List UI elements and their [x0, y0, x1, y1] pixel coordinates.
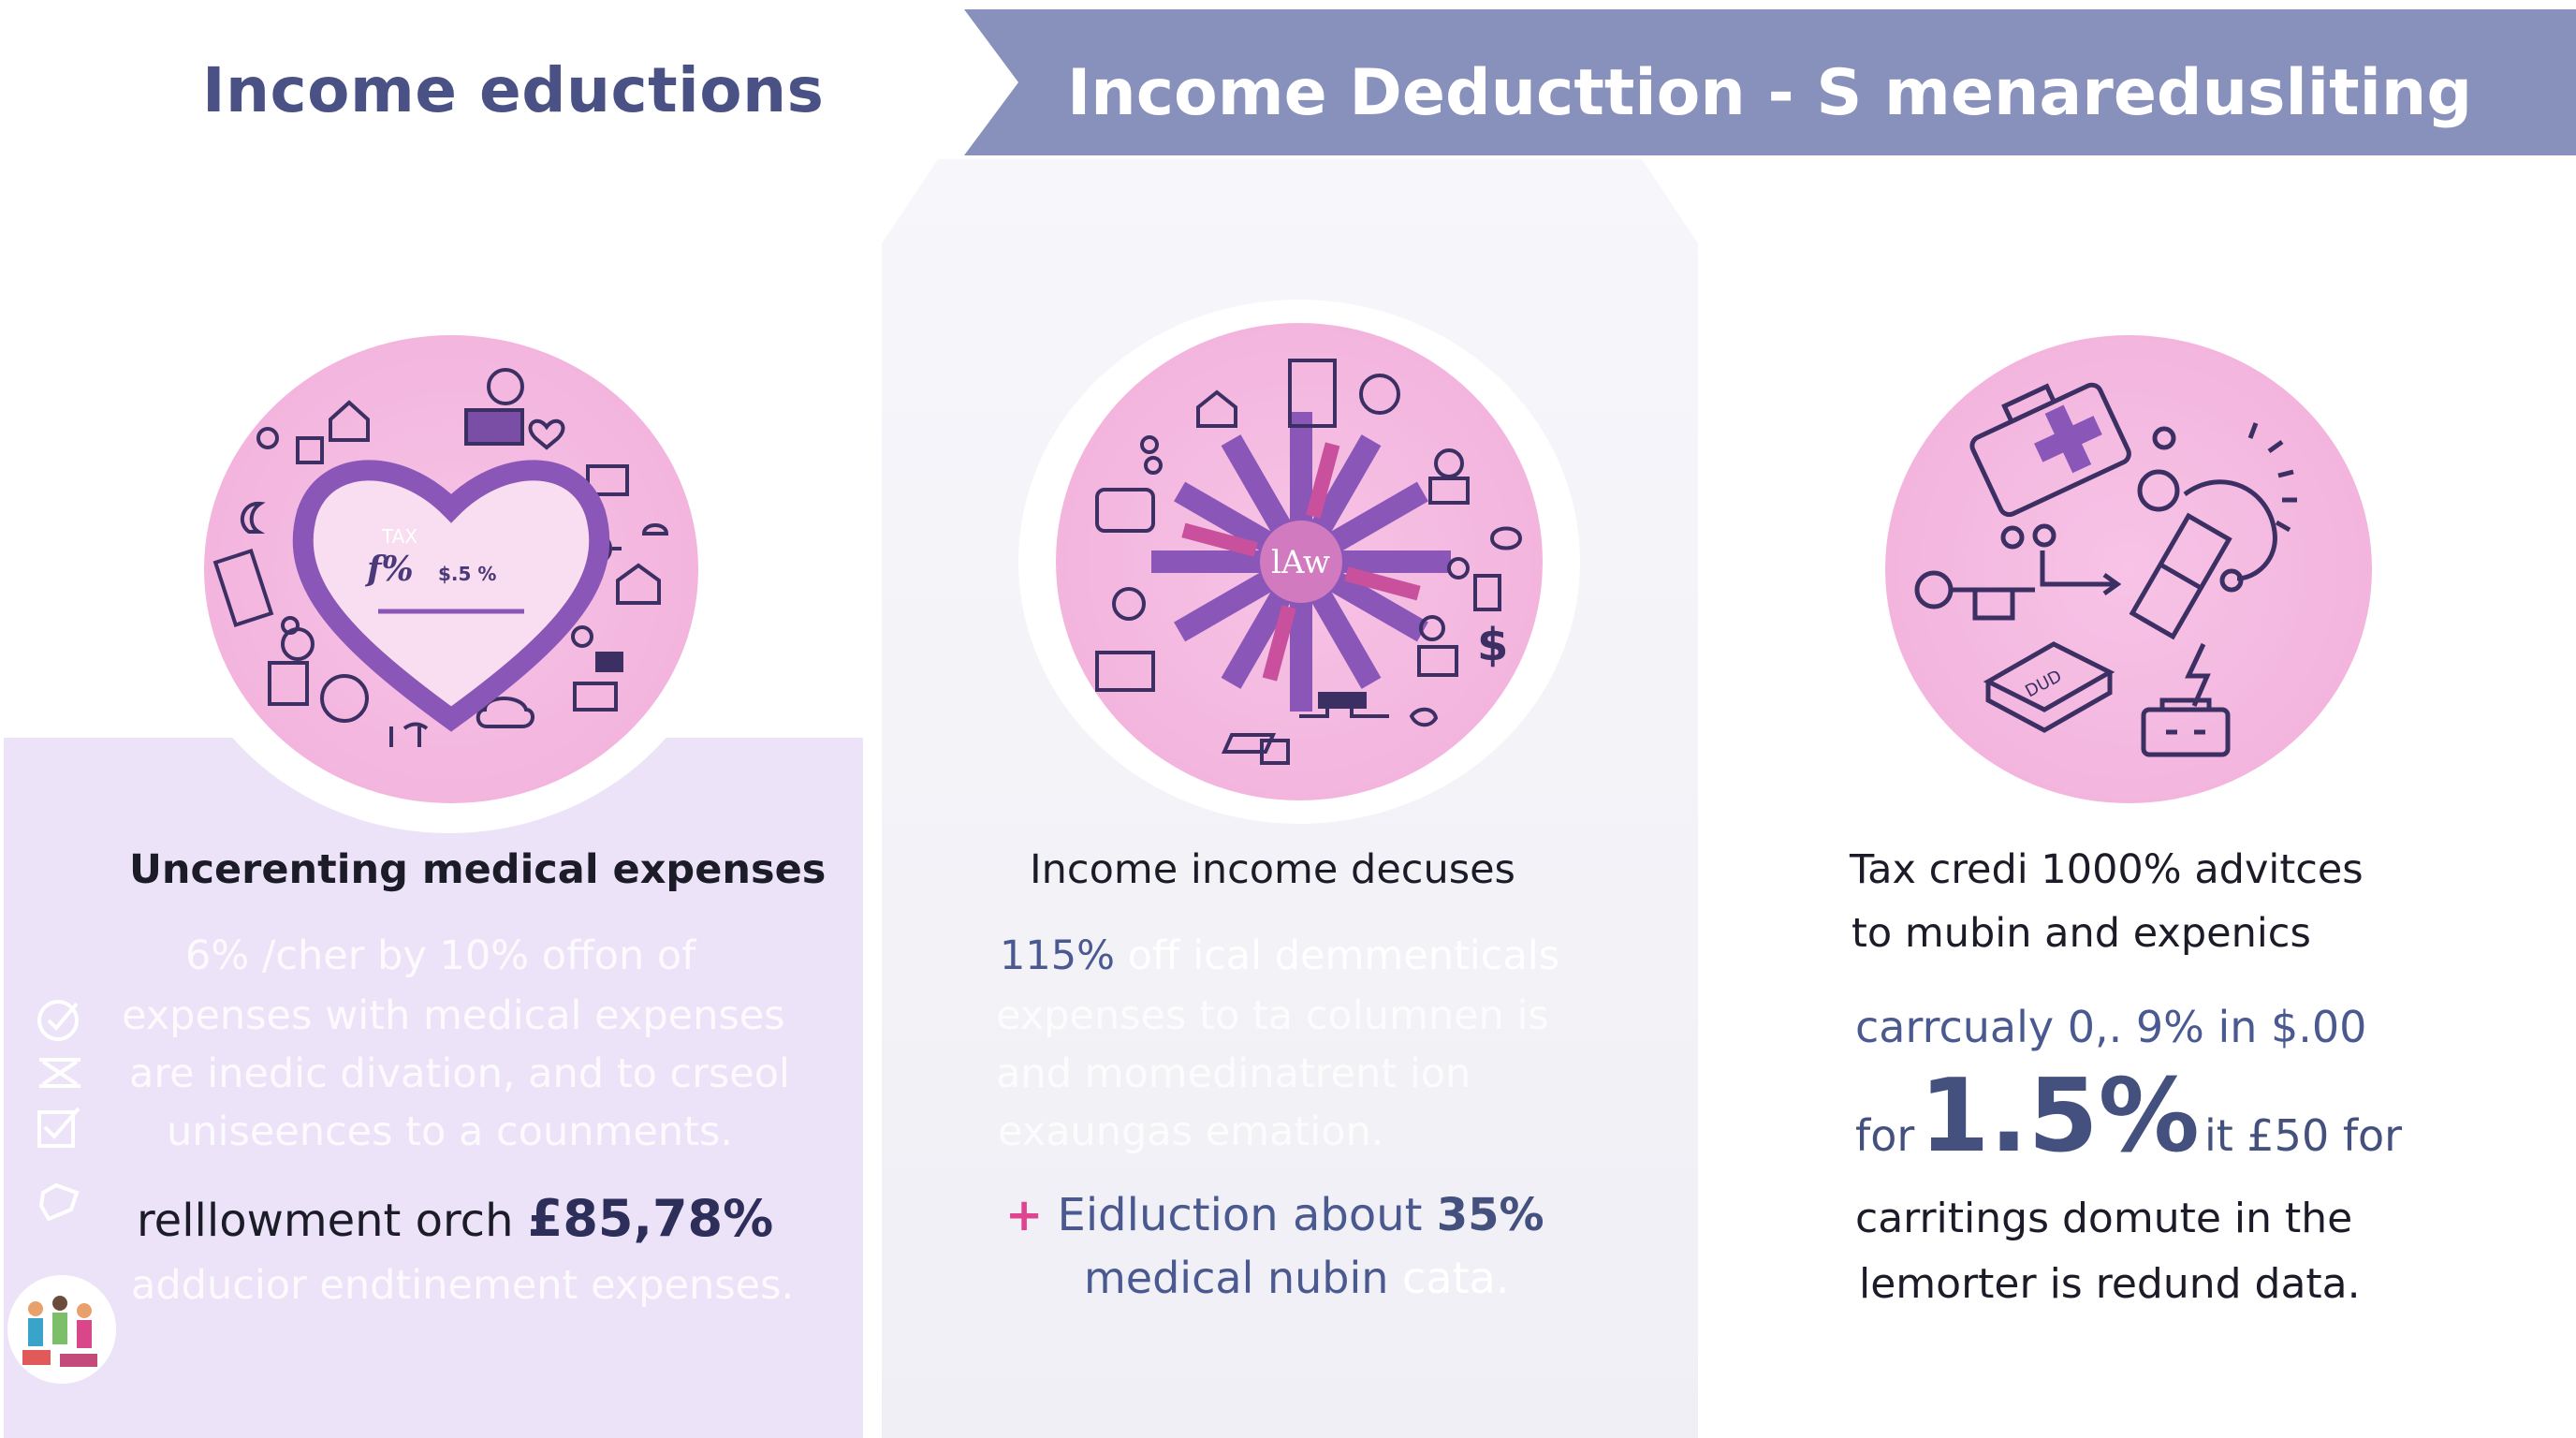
heart-tax-icon: TAX f% $.5 % — [204, 335, 698, 803]
card-1-desc-line-4: uniseences to a counments. — [167, 1108, 734, 1155]
card-2-desc-rest: off ical demmenticals — [1114, 932, 1560, 979]
card-3-sub-line: carrcualy 0,. 9% in $.00 — [1855, 1002, 2367, 1052]
heart-formula-text: f% — [364, 550, 414, 589]
card-2-desc-line-1: 115% off ical demmenticals — [1000, 932, 1559, 979]
card-1-desc-line-3: are inedic divation, and to crseol — [129, 1050, 790, 1097]
check-box-icon — [37, 1107, 80, 1148]
svg-text:$: $ — [1477, 619, 1508, 671]
card-1-highlight-value: £85,78% — [527, 1189, 774, 1248]
card-2-title: Income income decuses — [1030, 846, 1515, 893]
card-3-title-line-1: Tax credi 1000% advitces — [1850, 846, 2364, 893]
law-burst-icon: lAw $ — [1056, 323, 1543, 800]
card-2-desc-prefix: 115% — [1000, 932, 1115, 979]
left-panel-background — [4, 738, 863, 1438]
heart-tax-illustration: TAX f% $.5 % — [212, 368, 669, 747]
card-3-big-value: 1.5% — [1919, 1058, 2200, 1175]
card-1-highlight-prefix: relllowment orch — [137, 1195, 528, 1247]
medical-kit-illustration: DUD — [1914, 382, 2297, 757]
heart-label-text: TAX — [381, 525, 417, 548]
card-3-big-stat: for 1.5% it £50 for — [1855, 1058, 2402, 1175]
page-title: Income eductions — [202, 54, 825, 126]
card-2-desc-line-4: exaungas emation. — [998, 1108, 1384, 1155]
card-2-desc-line-2: expenses to ta columnen is — [996, 992, 1549, 1039]
card-2-bullet-prefix: Eidluction about — [1057, 1189, 1437, 1241]
svg-text:DUD: DUD — [2022, 667, 2065, 702]
burst-label-text: lAw — [1271, 544, 1330, 581]
card-1-highlight: relllowment orch £85,78% — [137, 1189, 773, 1248]
card-2-desc-line-3: and momedinatrent ion — [996, 1050, 1471, 1097]
refresh-shape-icon — [38, 1182, 80, 1222]
card-2-bullet-line2-faded: cata. — [1388, 1253, 1510, 1303]
card-3-big-prefix: for — [1855, 1110, 1915, 1161]
card-2-bullet-value: 35% — [1436, 1189, 1544, 1241]
check-circle-icon — [37, 1000, 79, 1041]
card-3-end-line-1: carritings domute in the — [1855, 1195, 2353, 1242]
cross-list-icon — [39, 1058, 80, 1088]
card-1-desc-line-1: 6% /cher by 10% offon of — [185, 932, 696, 979]
medical-kit-icon: DUD — [1885, 335, 2372, 803]
card-1-footer-line: adducior endtinement expenses. — [131, 1262, 795, 1309]
law-burst-illustration: lAw $ — [1095, 359, 1523, 765]
card-2-bullet: + Eidluction about 35% — [1005, 1189, 1544, 1241]
card-3-big-suffix: it £50 for — [2203, 1110, 2403, 1161]
header-banner: Income Deducttion - S menaredusliting — [964, 9, 2576, 155]
heart-rate-text: $.5 % — [438, 563, 496, 585]
people-group-icon — [7, 1275, 116, 1384]
plus-icon: + — [1005, 1189, 1044, 1241]
card-2-bullet-line-2: medical nubin cata. — [1084, 1253, 1509, 1303]
card-3-title-line-2: to mubin and expenics — [1852, 910, 2311, 957]
card-1-title: Uncerenting medical expenses — [129, 846, 827, 893]
card-2-bullet-line2-text: medical nubin — [1084, 1253, 1389, 1303]
card-1-desc-line-2: expenses with medical expenses — [122, 992, 785, 1039]
banner-title: Income Deducttion - S menaredusliting — [1067, 56, 2473, 130]
card-3-end-line-2: lemorter is redund data. — [1859, 1260, 2361, 1308]
